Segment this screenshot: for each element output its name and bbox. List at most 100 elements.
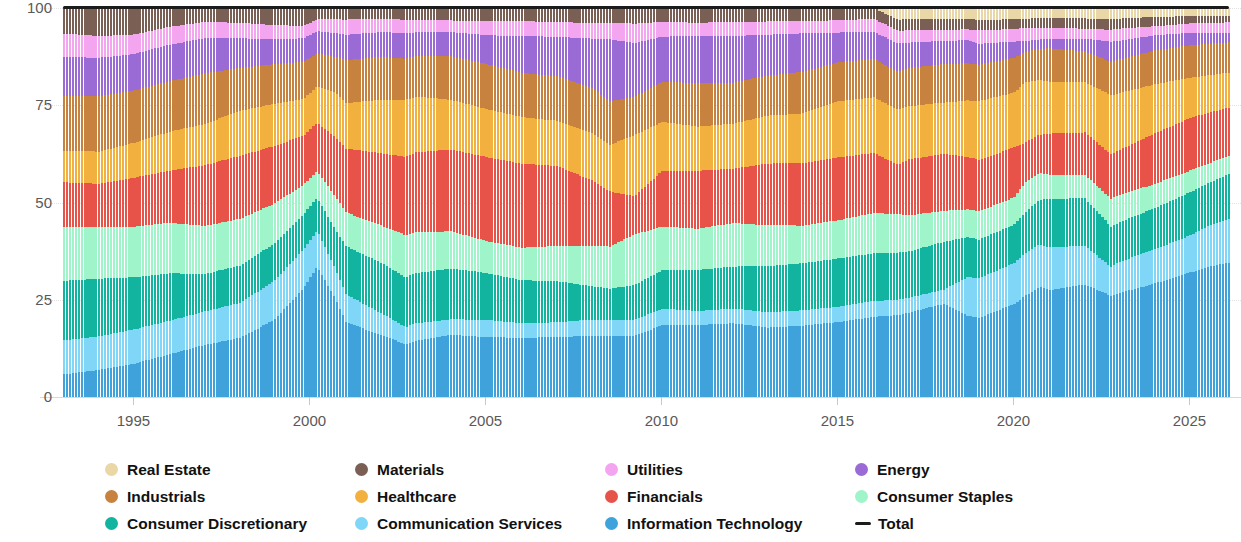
stacked-bar[interactable]	[1116, 8, 1118, 397]
stacked-bar[interactable]	[746, 8, 748, 397]
stacked-bar[interactable]	[928, 8, 930, 397]
stacked-bar[interactable]	[1069, 8, 1071, 397]
stacked-bar[interactable]	[840, 8, 842, 397]
stacked-bar[interactable]	[441, 8, 443, 397]
stacked-bar[interactable]	[459, 8, 461, 397]
stacked-bar[interactable]	[1140, 8, 1142, 397]
stacked-bar[interactable]	[782, 8, 784, 397]
stacked-bar[interactable]	[447, 8, 449, 397]
stacked-bar[interactable]	[1093, 8, 1095, 397]
stacked-bar[interactable]	[802, 8, 804, 397]
stacked-bar[interactable]	[785, 8, 787, 397]
stacked-bar[interactable]	[723, 8, 725, 397]
stacked-bar[interactable]	[773, 8, 775, 397]
stacked-bar[interactable]	[418, 8, 420, 397]
stacked-bar[interactable]	[978, 8, 980, 397]
stacked-bar[interactable]	[650, 8, 652, 397]
stacked-bar[interactable]	[981, 8, 983, 397]
stacked-bar[interactable]	[1096, 8, 1098, 397]
stacked-bar[interactable]	[761, 8, 763, 397]
stacked-bar[interactable]	[917, 8, 919, 397]
legend-item-information-technology[interactable]: Information Technology	[605, 515, 855, 533]
stacked-bar[interactable]	[667, 8, 669, 397]
stacked-bar[interactable]	[1142, 8, 1144, 397]
stacked-bar[interactable]	[353, 8, 355, 397]
stacked-bar[interactable]	[1043, 8, 1045, 397]
stacked-bar[interactable]	[1113, 8, 1115, 397]
stacked-bar[interactable]	[292, 8, 294, 397]
stacked-bar[interactable]	[969, 8, 971, 397]
stacked-bar[interactable]	[661, 8, 663, 397]
legend-item-communication-services[interactable]: Communication Services	[355, 515, 605, 533]
stacked-bar[interactable]	[207, 8, 209, 397]
stacked-bar[interactable]	[708, 8, 710, 397]
stacked-bar[interactable]	[664, 8, 666, 397]
stacked-bar[interactable]	[130, 8, 132, 397]
stacked-bar[interactable]	[741, 8, 743, 397]
stacked-bar[interactable]	[318, 8, 320, 397]
stacked-bar[interactable]	[430, 8, 432, 397]
stacked-bar[interactable]	[456, 8, 458, 397]
stacked-bar[interactable]	[482, 8, 484, 397]
stacked-bar[interactable]	[550, 8, 552, 397]
stacked-bar[interactable]	[427, 8, 429, 397]
stacked-bar[interactable]	[125, 8, 127, 397]
stacked-bar[interactable]	[1169, 8, 1171, 397]
stacked-bar[interactable]	[157, 8, 159, 397]
stacked-bar[interactable]	[180, 8, 182, 397]
stacked-bar[interactable]	[298, 8, 300, 397]
stacked-bar[interactable]	[691, 8, 693, 397]
stacked-bar[interactable]	[632, 8, 634, 397]
stacked-bar[interactable]	[104, 8, 106, 397]
stacked-bar[interactable]	[72, 8, 74, 397]
stacked-bar[interactable]	[69, 8, 71, 397]
stacked-bar[interactable]	[559, 8, 561, 397]
stacked-bar[interactable]	[1204, 8, 1206, 397]
stacked-bar[interactable]	[154, 8, 156, 397]
stacked-bar[interactable]	[1013, 8, 1015, 397]
stacked-bar[interactable]	[224, 8, 226, 397]
stacked-bar[interactable]	[609, 8, 611, 397]
stacked-bar[interactable]	[1210, 8, 1212, 397]
stacked-bar[interactable]	[383, 8, 385, 397]
stacked-bar[interactable]	[1057, 8, 1059, 397]
stacked-bar[interactable]	[113, 8, 115, 397]
stacked-bar[interactable]	[453, 8, 455, 397]
stacked-bar[interactable]	[808, 8, 810, 397]
stacked-bar[interactable]	[832, 8, 834, 397]
legend-item-financials[interactable]: Financials	[605, 488, 855, 506]
stacked-bar[interactable]	[371, 8, 373, 397]
stacked-bar[interactable]	[685, 8, 687, 397]
stacked-bar[interactable]	[409, 8, 411, 397]
stacked-bar[interactable]	[260, 8, 262, 397]
stacked-bar[interactable]	[1022, 8, 1024, 397]
stacked-bar[interactable]	[497, 8, 499, 397]
stacked-bar[interactable]	[764, 8, 766, 397]
stacked-bar[interactable]	[230, 8, 232, 397]
stacked-bar[interactable]	[78, 8, 80, 397]
stacked-bar[interactable]	[568, 8, 570, 397]
stacked-bar[interactable]	[274, 8, 276, 397]
stacked-bar[interactable]	[1040, 8, 1042, 397]
stacked-bar[interactable]	[377, 8, 379, 397]
stacked-bar[interactable]	[1178, 8, 1180, 397]
stacked-bar[interactable]	[421, 8, 423, 397]
stacked-bar[interactable]	[189, 8, 191, 397]
stacked-bar[interactable]	[937, 8, 939, 397]
stacked-bar[interactable]	[579, 8, 581, 397]
stacked-bar[interactable]	[676, 8, 678, 397]
stacked-bar[interactable]	[315, 8, 317, 397]
stacked-bar[interactable]	[752, 8, 754, 397]
stacked-bar[interactable]	[271, 8, 273, 397]
stacked-bar[interactable]	[248, 8, 250, 397]
stacked-bar[interactable]	[95, 8, 97, 397]
stacked-bar[interactable]	[656, 8, 658, 397]
stacked-bar[interactable]	[682, 8, 684, 397]
stacked-bar[interactable]	[1201, 8, 1203, 397]
stacked-bar[interactable]	[374, 8, 376, 397]
stacked-bar[interactable]	[1078, 8, 1080, 397]
stacked-bar[interactable]	[289, 8, 291, 397]
stacked-bar[interactable]	[629, 8, 631, 397]
stacked-bar[interactable]	[110, 8, 112, 397]
stacked-bar[interactable]	[966, 8, 968, 397]
